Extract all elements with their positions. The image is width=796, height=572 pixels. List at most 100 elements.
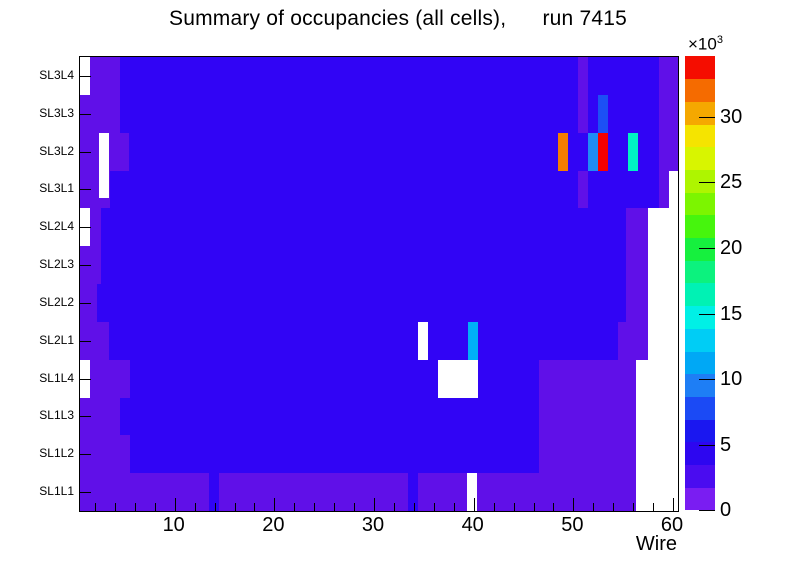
- x-minor-tick: [154, 503, 156, 511]
- y-bin-tick: [80, 75, 91, 77]
- palette-tick: [699, 444, 715, 446]
- color-palette-bar: [685, 56, 715, 511]
- y-bin-label: SL2L2: [39, 294, 74, 309]
- x-tick-label: 10: [162, 514, 185, 536]
- palette-band: [685, 283, 715, 307]
- x-minor-tick: [234, 503, 236, 511]
- heatmap-cell: [468, 322, 478, 360]
- heatmap-cell: [438, 360, 478, 398]
- palette-band: [685, 305, 715, 329]
- x-tick-label: 30: [361, 514, 385, 536]
- palette-band: [685, 396, 715, 420]
- x-minor-tick: [334, 503, 336, 511]
- x-major-tick: [274, 498, 276, 511]
- palette-band: [685, 464, 715, 488]
- y-bin-tick: [80, 340, 91, 342]
- palette-tick: [699, 182, 715, 184]
- heatmap-cell: [618, 322, 648, 360]
- heatmap-cell: [408, 473, 418, 511]
- y-bin-label: SL1L3: [39, 408, 74, 423]
- y-bin-tick: [80, 151, 91, 153]
- palette-band: [685, 169, 715, 193]
- palette-band: [685, 260, 715, 284]
- palette-band: [685, 487, 715, 511]
- heatmap-cell: [578, 57, 588, 133]
- x-minor-tick: [533, 503, 535, 511]
- x-major-tick: [473, 498, 475, 511]
- heatmap-cell: [99, 133, 109, 198]
- x-minor-tick: [593, 503, 595, 511]
- palette-tick: [699, 313, 715, 315]
- y-bin-label: SL2L1: [39, 332, 74, 347]
- y-bin-tick: [80, 454, 91, 456]
- heatmap-cell: [626, 208, 648, 322]
- heatmap-cell: [598, 133, 608, 171]
- x-tick-label: 40: [461, 514, 484, 536]
- x-minor-tick: [254, 503, 256, 511]
- exponent-power: 3: [716, 34, 723, 46]
- palette-tick: [699, 379, 715, 380]
- heatmap-cell: [669, 171, 678, 208]
- y-bin-tick: [80, 113, 91, 115]
- heatmap-cell: [588, 133, 598, 171]
- y-bin-label: SL1L4: [39, 370, 74, 385]
- x-minor-tick: [453, 503, 455, 511]
- x-tick-label: 50: [561, 514, 584, 536]
- palette-band: [685, 124, 715, 148]
- y-bin-label: SL1L1: [39, 484, 74, 499]
- y-bin-label: SL3L1: [39, 181, 74, 196]
- y-bin-tick: [80, 302, 91, 304]
- heatmap-cell: [558, 133, 568, 171]
- y-bin-tick: [80, 189, 91, 191]
- heatmap-cell: [467, 473, 477, 511]
- x-major-tick: [673, 498, 674, 511]
- x-minor-tick: [134, 503, 136, 511]
- heatmap-frame: [79, 56, 679, 512]
- x-major-tick: [573, 498, 575, 511]
- x-minor-tick: [114, 503, 116, 511]
- x-minor-tick: [194, 503, 196, 511]
- x-minor-tick: [553, 503, 555, 511]
- palette-tick-label: 25: [720, 171, 743, 194]
- y-bin-tick: [80, 227, 91, 229]
- y-bin-tick: [80, 416, 91, 418]
- heatmap-cell: [659, 171, 669, 208]
- y-bin-label: SL3L2: [39, 143, 74, 158]
- heatmap-cell: [209, 473, 219, 511]
- x-minor-tick: [294, 503, 296, 511]
- heatmap-cell: [578, 171, 588, 208]
- heatmap-cell: [80, 435, 130, 473]
- x-minor-tick: [413, 503, 415, 511]
- palette-band: [685, 56, 715, 80]
- y-bin-label: SL1L2: [39, 446, 74, 461]
- heatmap-cell: [598, 95, 608, 133]
- heatmap-cell: [659, 57, 678, 171]
- heatmap-cell: [636, 360, 678, 511]
- heatmap-cell: [80, 473, 636, 511]
- y-bin-label: SL2L3: [39, 257, 74, 272]
- palette-tick-label: 30: [720, 105, 743, 128]
- palette-band: [685, 351, 715, 375]
- palette-band: [685, 101, 715, 125]
- palette-tick-label: 10: [720, 368, 743, 390]
- x-major-tick: [374, 498, 375, 511]
- x-minor-tick: [493, 503, 495, 511]
- x-minor-tick: [613, 503, 615, 511]
- palette-band: [685, 373, 715, 397]
- x-tick-label: 60: [660, 514, 684, 536]
- x-minor-tick: [94, 503, 96, 511]
- x-major-tick: [174, 498, 176, 511]
- palette-tick: [699, 116, 715, 118]
- x-tick-label: 20: [262, 514, 285, 536]
- palette-tick: [699, 248, 715, 249]
- heatmap-cell: [628, 133, 638, 171]
- exponent-base: ×10: [688, 34, 717, 54]
- palette-exponent-label: ×103: [688, 34, 723, 55]
- palette-band: [685, 419, 715, 443]
- palette-band: [685, 328, 715, 352]
- palette-tick-label: 20: [720, 237, 743, 259]
- y-bin-tick: [80, 265, 91, 267]
- y-bin-label: SL2L4: [39, 219, 74, 234]
- palette-band: [685, 214, 715, 239]
